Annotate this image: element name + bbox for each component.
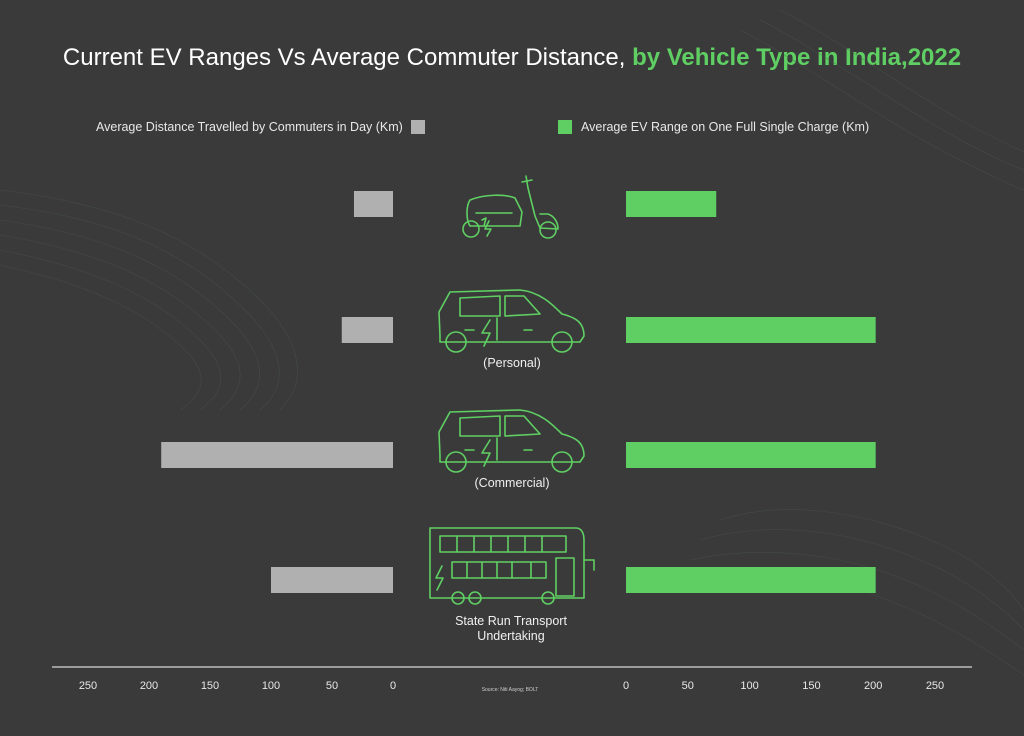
source-note: Source: Niti Aayog; BOLT bbox=[482, 687, 539, 693]
title-plain: Current EV Ranges Vs Average Commuter Di… bbox=[62, 44, 626, 71]
title-highlight: by Vehicle Type in India,2022 bbox=[632, 44, 962, 71]
left-tick-label-150: 150 bbox=[201, 680, 219, 692]
right-tick-label-150: 150 bbox=[802, 680, 820, 692]
legend-ev-range: Average EV Range on One Full Single Char… bbox=[558, 120, 869, 134]
legend-label-ev: Average EV Range on One Full Single Char… bbox=[581, 120, 870, 134]
caption-bus: State Run Transport Undertaking bbox=[455, 614, 567, 643]
left-tick-label-200: 200 bbox=[140, 680, 158, 692]
ev-range-bar-2 bbox=[626, 442, 876, 468]
commuter-distance-bar-1 bbox=[341, 317, 393, 343]
ev-range-bar-0 bbox=[626, 191, 717, 217]
caption-commercial: (Commercial) bbox=[474, 476, 550, 490]
bus-icon bbox=[429, 527, 595, 605]
legend-swatch-grey bbox=[410, 120, 425, 134]
ev-range-bar-1 bbox=[626, 317, 876, 343]
left-tick-label-0: 0 bbox=[390, 680, 396, 692]
commuter-distance-bar-2 bbox=[161, 442, 393, 468]
left-tick-label-100: 100 bbox=[262, 680, 280, 692]
right-tick-label-0: 0 bbox=[623, 680, 629, 692]
left-tick-label-250: 250 bbox=[79, 680, 97, 692]
chart-title: Current EV Ranges Vs Average Commuter Di… bbox=[0, 44, 1024, 72]
right-tick-label-200: 200 bbox=[864, 680, 882, 692]
legend-swatch-green bbox=[558, 120, 572, 134]
commuter-distance-bar-0 bbox=[353, 191, 393, 217]
left-tick-label-50: 50 bbox=[326, 680, 338, 692]
car-commercial-icon bbox=[438, 409, 585, 473]
right-tick-label-100: 100 bbox=[740, 680, 758, 692]
commuter-distance-bar-3 bbox=[271, 567, 393, 593]
car-personal-icon bbox=[438, 289, 585, 353]
right-tick-label-50: 50 bbox=[682, 680, 694, 692]
ev-range-bar-3 bbox=[626, 567, 876, 593]
scooter-icon bbox=[462, 175, 559, 239]
right-tick-label-250: 250 bbox=[926, 680, 944, 692]
background-contours bbox=[0, 9, 1024, 676]
legend-label-commuter: Average Distance Travelled by Commuters … bbox=[96, 120, 403, 134]
caption-personal: (Personal) bbox=[483, 356, 541, 370]
legend-commuter-distance: Average Distance Travelled by Commuters … bbox=[96, 120, 425, 134]
